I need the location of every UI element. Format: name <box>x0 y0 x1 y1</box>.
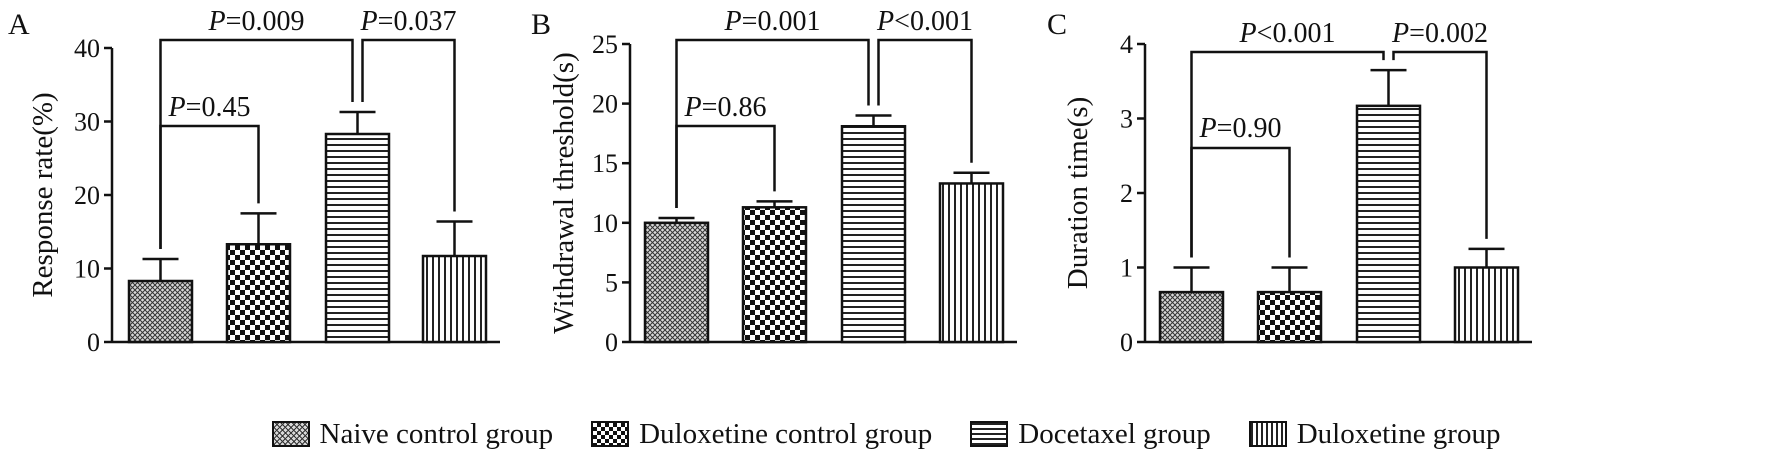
p-value-label: P<0.001 <box>1239 18 1336 49</box>
y-tick-label: 10 <box>592 209 618 238</box>
bar <box>1355 104 1422 344</box>
legend-item-docetaxel: Docetaxel group <box>970 417 1211 451</box>
p-value-label: P=0.009 <box>208 6 305 37</box>
p-value: <0.001 <box>1257 18 1336 49</box>
p-value: =0.002 <box>1409 18 1488 49</box>
legend-label: Naive control group <box>319 417 554 450</box>
p-letter: P <box>876 6 894 37</box>
p-value: =0.90 <box>1217 113 1282 144</box>
legend: Naive control group Duloxetine control g… <box>0 412 1772 456</box>
bar <box>421 254 488 344</box>
y-tick-label: 0 <box>605 328 618 357</box>
y-tick-label: 0 <box>1120 328 1133 357</box>
p-value: =0.009 <box>226 6 305 37</box>
significance-bracket <box>361 38 456 212</box>
panel-label: A <box>8 8 30 41</box>
bar <box>1158 290 1225 344</box>
bar <box>938 182 1005 344</box>
p-value-label: P=0.86 <box>684 92 767 123</box>
p-letter: P <box>360 6 378 37</box>
y-tick-label: 0 <box>87 328 100 357</box>
significance-bracket <box>1190 50 1385 258</box>
p-value-label: P=0.90 <box>1199 113 1282 144</box>
bar <box>324 132 391 344</box>
p-letter: P <box>208 6 226 37</box>
p-value-label: P=0.002 <box>1391 18 1488 49</box>
legend-swatch-vertical <box>1248 421 1287 447</box>
p-value: <0.001 <box>894 6 973 37</box>
bar <box>225 242 292 344</box>
p-value: =0.001 <box>742 6 821 37</box>
significance-bracket <box>1190 146 1291 258</box>
p-value-label: P=0.037 <box>360 6 457 37</box>
p-value: =0.45 <box>186 92 251 123</box>
p-value-label: P<0.001 <box>876 6 973 37</box>
p-value: =0.037 <box>378 6 457 37</box>
y-tick-label: 15 <box>592 149 618 178</box>
legend-item-naive-control: Naive control group <box>271 417 554 451</box>
y-axis-title: Withdrawal threshold(s) <box>548 52 580 334</box>
y-tick-label: 1 <box>1120 254 1133 283</box>
p-letter: P <box>1199 113 1217 144</box>
significance-bracket <box>877 38 973 163</box>
bar <box>741 206 808 344</box>
legend-swatch-crosshatch <box>271 421 310 447</box>
significance-bracket <box>675 38 870 209</box>
y-tick-label: 5 <box>605 268 618 297</box>
bar <box>1256 290 1323 344</box>
p-value: =0.86 <box>702 92 767 123</box>
y-tick-label: 10 <box>74 255 100 284</box>
y-axis-title: Response rate(%) <box>27 92 59 297</box>
bar <box>1453 266 1520 344</box>
legend-item-duloxetine-control: Duloxetine control group <box>591 418 932 451</box>
significance-bracket <box>1392 50 1488 239</box>
bar <box>127 279 194 344</box>
y-tick-label: 2 <box>1120 179 1133 208</box>
y-tick-label: 25 <box>592 30 618 59</box>
y-tick-label: 4 <box>1120 30 1133 59</box>
significance-bracket <box>675 124 776 209</box>
p-letter: P <box>168 92 186 123</box>
significance-bracket <box>159 38 354 249</box>
legend-label: Duloxetine group <box>1296 417 1501 450</box>
y-tick-label: 3 <box>1120 105 1133 134</box>
significance-bracket <box>159 124 260 249</box>
panel-label: C <box>1047 8 1067 41</box>
legend-item-duloxetine: Duloxetine group <box>1248 417 1501 451</box>
panel-label: B <box>531 8 551 41</box>
p-letter: P <box>684 92 702 123</box>
p-letter: P <box>1391 18 1409 49</box>
y-tick-label: 30 <box>74 108 100 137</box>
p-letter: P <box>1239 18 1257 49</box>
legend-swatch-horizontal <box>970 421 1009 447</box>
bar <box>643 221 710 344</box>
p-letter: P <box>724 6 742 37</box>
legend-label: Docetaxel group <box>1018 417 1211 450</box>
legend-label: Duloxetine control group <box>639 417 933 450</box>
p-value-label: P=0.45 <box>168 92 251 123</box>
y-tick-label: 40 <box>74 34 100 63</box>
y-axis-title: Duration time(s) <box>1062 97 1094 289</box>
p-value-label: P=0.001 <box>724 6 821 37</box>
legend-swatch-checker <box>591 421 630 447</box>
bar <box>840 124 907 344</box>
y-tick-label: 20 <box>592 90 618 119</box>
y-tick-label: 20 <box>74 181 100 210</box>
